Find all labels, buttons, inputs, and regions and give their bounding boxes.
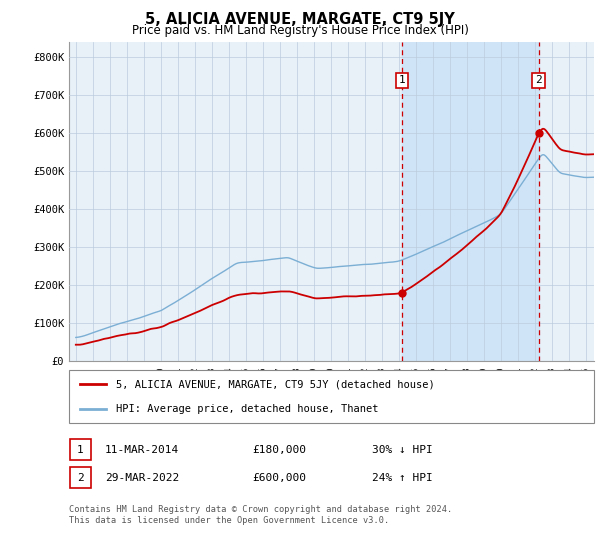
Bar — [402, 42, 539, 361]
FancyBboxPatch shape — [69, 370, 594, 423]
Text: 5, ALICIA AVENUE, MARGATE, CT9 5JY (detached house): 5, ALICIA AVENUE, MARGATE, CT9 5JY (deta… — [116, 380, 435, 390]
Text: 24% ↑ HPI: 24% ↑ HPI — [372, 473, 433, 483]
Text: 2: 2 — [77, 473, 84, 483]
Text: 29-MAR-2022: 29-MAR-2022 — [105, 473, 179, 483]
Text: 2: 2 — [535, 75, 542, 85]
Text: Contains HM Land Registry data © Crown copyright and database right 2024.
This d: Contains HM Land Registry data © Crown c… — [69, 505, 452, 525]
Text: 11-MAR-2014: 11-MAR-2014 — [105, 445, 179, 455]
Text: £600,000: £600,000 — [252, 473, 306, 483]
Text: £180,000: £180,000 — [252, 445, 306, 455]
FancyBboxPatch shape — [70, 439, 91, 460]
FancyBboxPatch shape — [70, 467, 91, 488]
Text: 5, ALICIA AVENUE, MARGATE, CT9 5JY: 5, ALICIA AVENUE, MARGATE, CT9 5JY — [145, 12, 455, 27]
Text: Price paid vs. HM Land Registry's House Price Index (HPI): Price paid vs. HM Land Registry's House … — [131, 24, 469, 36]
Text: 1: 1 — [77, 445, 84, 455]
Text: HPI: Average price, detached house, Thanet: HPI: Average price, detached house, Than… — [116, 404, 379, 414]
Text: 30% ↓ HPI: 30% ↓ HPI — [372, 445, 433, 455]
Text: 1: 1 — [398, 75, 405, 85]
